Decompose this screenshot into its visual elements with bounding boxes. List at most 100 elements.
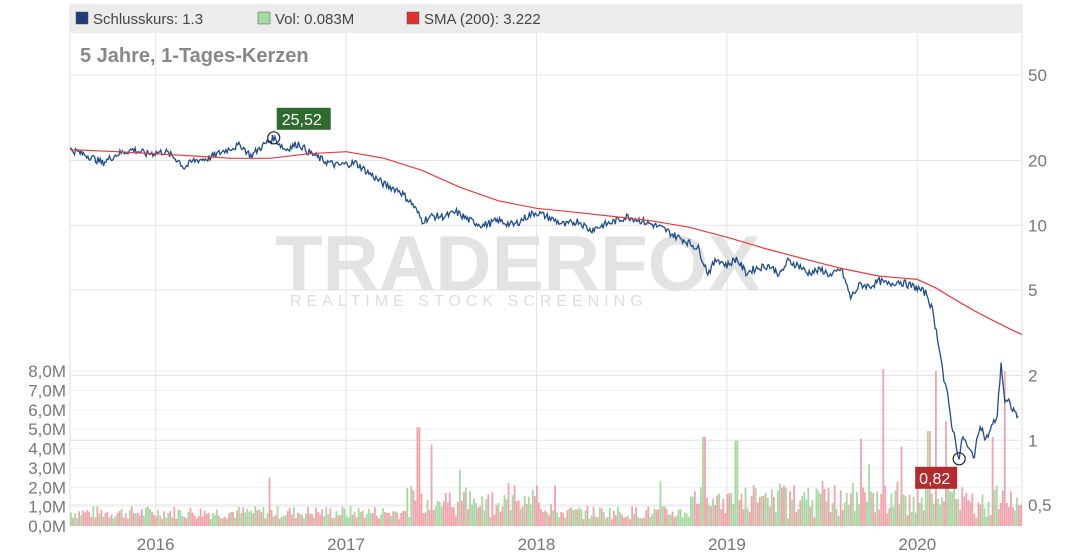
volume-bar	[201, 516, 204, 526]
volume-bar	[807, 487, 810, 526]
volume-bar	[424, 512, 427, 526]
volume-bar	[305, 513, 307, 526]
volume-bar	[872, 493, 875, 526]
price-tick-label: 20	[1028, 152, 1047, 171]
volume-bar	[286, 511, 289, 526]
volume-bar	[892, 506, 895, 526]
volume-bar	[610, 519, 613, 526]
high-marker	[267, 131, 281, 145]
volume-bar	[884, 485, 887, 526]
volume-bar	[452, 507, 455, 526]
volume-bar	[574, 509, 577, 526]
volume-bar	[916, 488, 919, 526]
volume-bar	[276, 506, 279, 526]
volume-bar	[679, 509, 682, 526]
volume-bar	[179, 510, 182, 526]
volume-bar	[396, 512, 399, 526]
legend-item-volume: Vol: 0.083M	[275, 11, 354, 28]
volume-bar	[392, 511, 394, 526]
volume-tick-label: 4,0M	[28, 440, 66, 459]
volume-bar	[355, 517, 358, 526]
volume-bar	[497, 502, 500, 526]
volume-bar	[608, 508, 611, 526]
volume-bar	[736, 440, 739, 526]
volume-bar	[189, 507, 192, 526]
legend-swatch-volume	[257, 11, 271, 25]
volume-bar	[714, 505, 717, 526]
volume-bar	[303, 518, 305, 526]
volume-bar	[756, 502, 759, 526]
volume-bar	[485, 499, 488, 526]
volume-bar	[94, 517, 97, 526]
volume-bar	[888, 508, 891, 526]
volume-bar	[635, 507, 638, 526]
volume-bar	[373, 507, 376, 526]
volume-bar	[157, 509, 160, 526]
volume-bar	[653, 508, 656, 526]
volume-bar	[647, 506, 650, 526]
volume-bar	[819, 493, 822, 526]
volume-bar	[738, 500, 741, 526]
volume-bar	[783, 485, 785, 526]
volume-bar	[400, 512, 403, 526]
volume-bar	[667, 514, 670, 526]
legend-item-price: Schlusskurs: 1.3	[93, 11, 203, 28]
volume-bar	[479, 505, 482, 526]
watermark: TRADERFOX REALTIME STOCK SCREENING	[275, 219, 760, 310]
volume-bar	[833, 485, 836, 526]
volume-bar	[991, 436, 994, 526]
volume-bar	[515, 501, 518, 526]
volume-bar	[410, 486, 413, 526]
volume-bar	[136, 513, 139, 526]
volume-bar	[862, 487, 864, 526]
volume-bar	[345, 515, 348, 526]
volume-bar	[321, 509, 324, 526]
time-tick-label: 2020	[898, 535, 936, 554]
volume-bar	[604, 517, 607, 526]
volume-bar	[335, 511, 338, 526]
volume-bar	[932, 503, 935, 526]
volume-bar	[621, 514, 623, 526]
volume-bar	[232, 512, 234, 526]
volume-bar	[333, 517, 336, 526]
volume-bar	[110, 514, 113, 526]
volume-bar	[843, 502, 846, 526]
volume-bar	[633, 513, 636, 526]
volume-bar	[428, 509, 431, 526]
volume-bar	[525, 504, 528, 526]
volume-bar	[696, 503, 698, 526]
volume-bar	[112, 518, 115, 526]
volume-bar	[343, 508, 346, 526]
volume-bar	[868, 464, 870, 526]
time-tick-label: 2018	[518, 535, 556, 554]
volume-bar	[1016, 497, 1018, 526]
volume-bar	[710, 506, 712, 526]
volume-bar	[815, 488, 818, 526]
volume-bar	[910, 512, 913, 526]
volume-bar	[724, 513, 727, 526]
volume-bar	[238, 506, 241, 526]
volume-bar	[750, 496, 753, 526]
volume-bar	[444, 492, 447, 526]
volume-bar	[461, 500, 463, 526]
volume-bar	[949, 491, 951, 526]
volume-bar	[744, 487, 747, 526]
volume-bar	[793, 485, 796, 526]
volume-bar	[801, 495, 804, 526]
price-tick-label: 1	[1028, 431, 1037, 450]
volume-bar	[602, 511, 605, 526]
volume-bar	[760, 495, 763, 526]
volume-bar	[463, 491, 465, 526]
volume-bar	[264, 518, 267, 526]
high-callout-box	[276, 107, 331, 130]
volume-bar	[282, 516, 285, 526]
volume-bar	[876, 491, 879, 526]
volume-bar	[365, 514, 368, 526]
volume-bar	[388, 512, 390, 526]
volume-bar	[203, 510, 206, 526]
volume-bar	[673, 517, 676, 526]
volume-bar	[700, 487, 702, 526]
volume-bar	[777, 490, 779, 526]
time-tick-label: 2016	[137, 535, 175, 554]
